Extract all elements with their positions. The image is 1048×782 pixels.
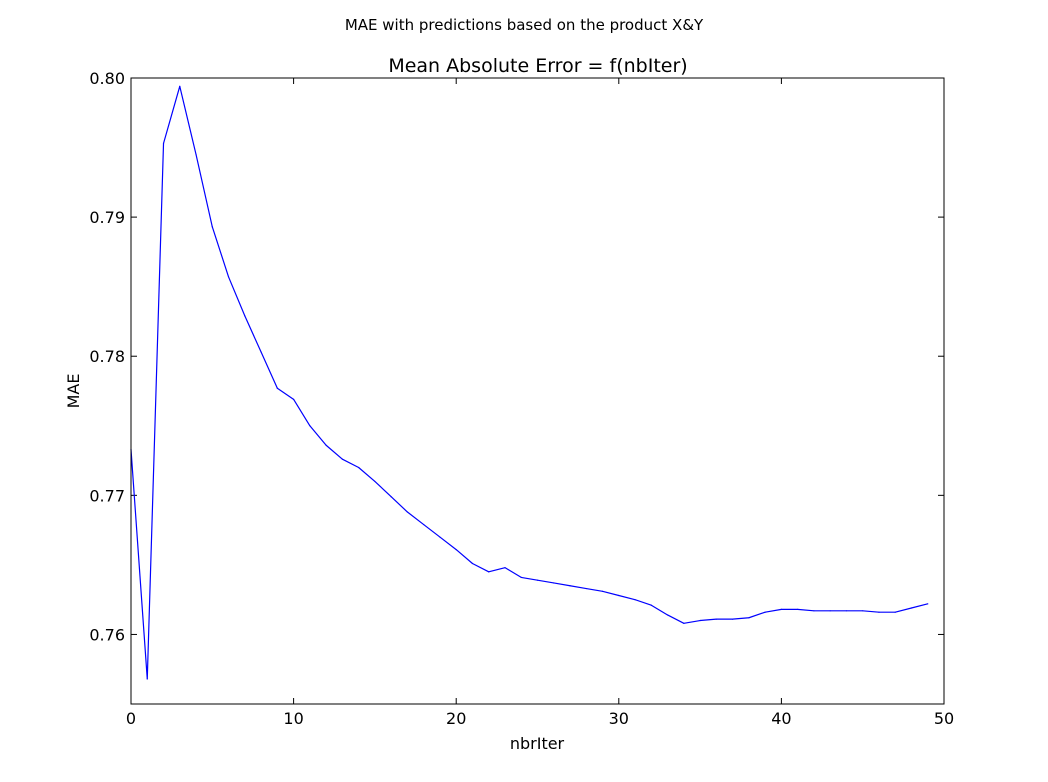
data-point <box>601 590 604 592</box>
data-point <box>878 611 880 613</box>
data-point <box>195 153 197 156</box>
data-point <box>910 607 913 609</box>
data-point <box>455 548 457 551</box>
y-tick-label: 0.76 <box>89 625 125 644</box>
data-point <box>439 536 441 538</box>
data-point <box>211 226 213 228</box>
data-point <box>553 582 555 584</box>
data-point <box>260 351 262 353</box>
data-point <box>732 618 734 620</box>
data-point <box>471 562 474 565</box>
chart-title: Mean Absolute Error = f(nbIter) <box>388 55 687 77</box>
data-point <box>162 142 165 144</box>
data-point <box>618 594 620 597</box>
data-point <box>374 480 376 483</box>
data-point <box>683 622 685 624</box>
data-point <box>715 618 717 620</box>
x-tick-label: 20 <box>446 709 466 728</box>
data-point <box>488 571 490 573</box>
data-point <box>390 496 392 498</box>
data-point <box>341 458 343 460</box>
data-point <box>146 678 148 680</box>
x-tick-label: 40 <box>771 709 791 728</box>
x-tick-label: 10 <box>283 709 303 728</box>
ticks-layer: 0 10 20 30 40 50 0.76 0.77 0.78 0.79 0.80 <box>89 69 954 728</box>
x-axis-label: nbrIter <box>510 734 565 753</box>
data-point <box>813 610 815 612</box>
x-tick-label: 50 <box>934 709 954 728</box>
y-tick-label: 0.77 <box>89 486 125 505</box>
series-layer <box>130 85 929 680</box>
data-point <box>179 85 181 87</box>
plot-frame <box>130 77 945 705</box>
data-point <box>358 466 360 469</box>
data-point <box>927 603 929 605</box>
data-point <box>797 608 799 611</box>
data-point <box>406 511 409 513</box>
data-point <box>569 585 571 587</box>
data-point <box>764 611 766 613</box>
y-tick-label: 0.78 <box>89 347 125 366</box>
data-point <box>845 610 848 612</box>
series-line <box>130 85 928 680</box>
data-point <box>699 619 701 622</box>
plot-area <box>131 78 944 704</box>
y-axis-label: MAE <box>64 374 83 409</box>
data-point <box>780 608 783 611</box>
y-tick-label: 0.79 <box>89 208 125 227</box>
data-point <box>748 617 750 619</box>
data-point <box>634 599 636 601</box>
data-point <box>520 576 522 579</box>
data-point <box>894 611 896 613</box>
data-point <box>276 387 278 389</box>
data-point <box>504 567 506 569</box>
data-point <box>666 614 669 616</box>
data-point <box>325 444 327 446</box>
data-point <box>227 276 230 278</box>
data-point <box>585 587 587 590</box>
x-tick-label: 30 <box>609 709 629 728</box>
data-point <box>244 315 246 317</box>
data-point <box>423 523 425 526</box>
figure-suptitle: MAE with predictions based on the produc… <box>345 16 704 34</box>
data-point <box>293 398 295 400</box>
data-point <box>650 604 652 606</box>
data-point <box>862 610 864 612</box>
data-point <box>829 610 831 612</box>
data-point <box>536 579 539 581</box>
x-tick-label: 0 <box>126 709 136 728</box>
y-tick-label: 0.80 <box>89 69 125 88</box>
data-point <box>309 425 311 427</box>
